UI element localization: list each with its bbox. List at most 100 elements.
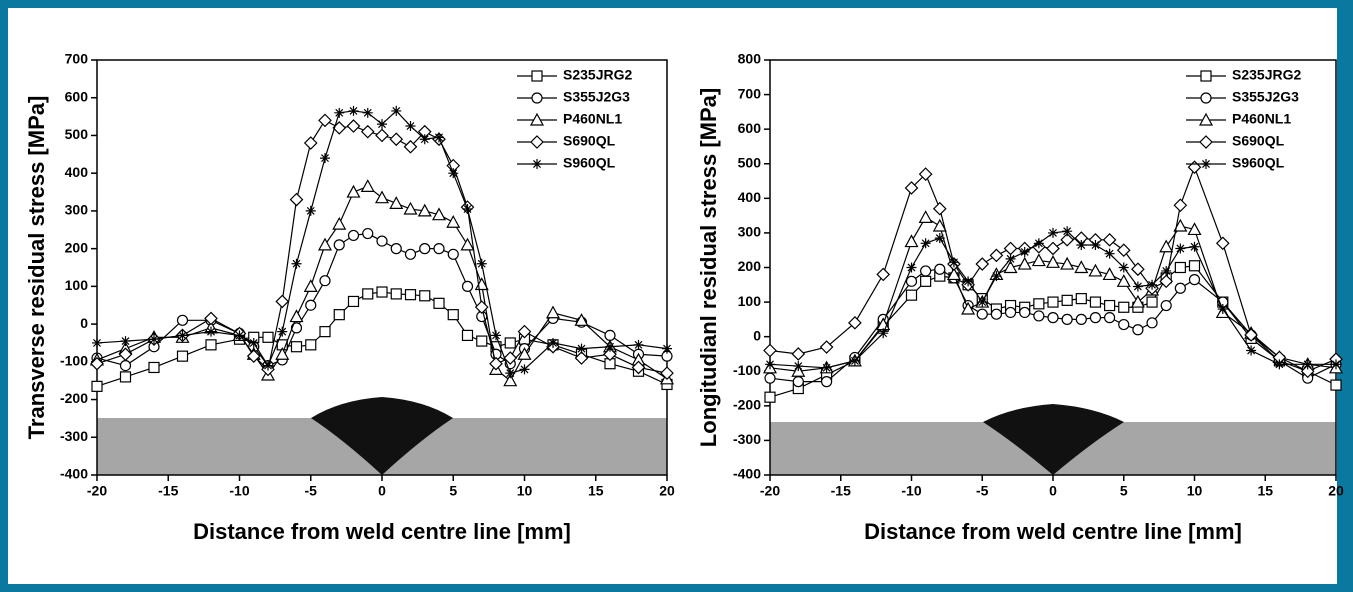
data-point <box>548 337 558 348</box>
data-point <box>791 347 806 361</box>
data-point <box>1160 299 1172 312</box>
data-point <box>918 210 933 223</box>
data-point <box>763 343 777 358</box>
data-point <box>419 243 431 255</box>
data-point <box>333 239 345 251</box>
data-point <box>1075 313 1087 325</box>
data-point <box>633 339 644 350</box>
data-point <box>517 324 532 339</box>
data-point <box>1246 345 1257 356</box>
data-point <box>333 309 345 321</box>
y-tick-label: -300 <box>733 431 761 447</box>
data-point <box>918 167 933 181</box>
data-point <box>946 267 961 281</box>
legend-label: S960QL <box>1232 155 1285 171</box>
data-point <box>1103 312 1116 324</box>
x-axis-title: Distance from weld centre line [mm] <box>193 519 571 544</box>
data-point <box>990 308 1003 320</box>
data-point <box>431 207 447 221</box>
data-point <box>1088 263 1103 277</box>
data-point <box>347 229 360 242</box>
data-point <box>1003 260 1018 274</box>
data-point <box>303 136 318 150</box>
data-point <box>291 258 302 269</box>
legend-label: S690QL <box>1232 133 1285 149</box>
data-point <box>1147 279 1158 290</box>
y-tick-label: -200 <box>60 390 88 406</box>
data-point <box>848 315 862 330</box>
data-point <box>792 376 804 388</box>
legend-marker <box>1200 70 1212 82</box>
data-point <box>303 279 318 292</box>
data-point <box>1161 265 1172 276</box>
data-point <box>631 360 646 375</box>
legend-marker <box>532 159 542 169</box>
data-point <box>305 339 317 351</box>
data-point <box>906 262 917 273</box>
data-point <box>390 243 402 255</box>
data-point <box>433 243 445 255</box>
data-point <box>177 330 188 341</box>
data-point <box>905 289 918 301</box>
data-point <box>1061 313 1073 325</box>
data-point <box>976 308 988 320</box>
data-point <box>1330 379 1342 391</box>
x-tick-label: -15 <box>158 483 178 499</box>
y-tick-label: 300 <box>738 224 762 240</box>
data-point <box>1302 359 1313 370</box>
data-point <box>503 351 518 365</box>
data-point <box>404 289 417 301</box>
data-point <box>263 360 273 371</box>
data-point <box>603 347 617 362</box>
y-axis-title: Longitudianl residual stress [MPa] <box>696 88 721 447</box>
data-point <box>290 341 303 353</box>
data-point <box>405 121 416 132</box>
data-point <box>1045 255 1061 268</box>
data-point <box>1187 160 1202 175</box>
data-point <box>289 309 304 323</box>
data-point <box>505 368 516 379</box>
data-point <box>1047 312 1059 324</box>
data-point <box>360 179 375 192</box>
legend-label: S355J2G3 <box>1232 89 1299 105</box>
data-point <box>1159 274 1174 289</box>
data-point <box>248 337 259 348</box>
data-point <box>1089 312 1102 324</box>
legend-marker <box>531 92 543 104</box>
data-point <box>904 181 919 195</box>
y-tick-label: 0 <box>80 315 88 331</box>
data-point <box>148 361 160 374</box>
y-tick-label: -100 <box>60 353 88 369</box>
data-point <box>977 297 988 308</box>
data-point <box>920 275 932 287</box>
y-tick-label: -200 <box>733 397 761 413</box>
y-tick-label: 400 <box>65 164 89 180</box>
y-tick-label: 500 <box>738 154 762 170</box>
x-tick-label: 10 <box>517 483 533 499</box>
x-tick-label: -20 <box>760 483 780 499</box>
legend-label: S355J2G3 <box>563 89 630 105</box>
data-point <box>545 305 561 319</box>
data-point <box>318 113 332 128</box>
x-tick-label: 0 <box>1049 483 1057 499</box>
data-point <box>793 361 804 372</box>
y-tick-label: 600 <box>65 88 89 104</box>
x-tick-label: -10 <box>901 483 921 499</box>
data-point <box>149 334 159 345</box>
y-tick-label: 700 <box>738 85 762 101</box>
legend-marker <box>531 70 543 82</box>
legend-marker <box>1201 159 1211 169</box>
data-point <box>346 119 361 133</box>
data-point <box>1159 239 1174 253</box>
y-tick-label: 300 <box>65 202 89 218</box>
x-tick-label: 15 <box>588 483 604 499</box>
data-point <box>1104 248 1115 259</box>
data-point <box>332 216 347 230</box>
x-tick-label: -20 <box>87 483 107 499</box>
data-point <box>403 201 418 215</box>
data-point <box>118 347 133 362</box>
data-point <box>1173 198 1188 213</box>
data-point <box>878 328 889 339</box>
data-point <box>764 391 776 403</box>
data-point <box>819 340 834 354</box>
